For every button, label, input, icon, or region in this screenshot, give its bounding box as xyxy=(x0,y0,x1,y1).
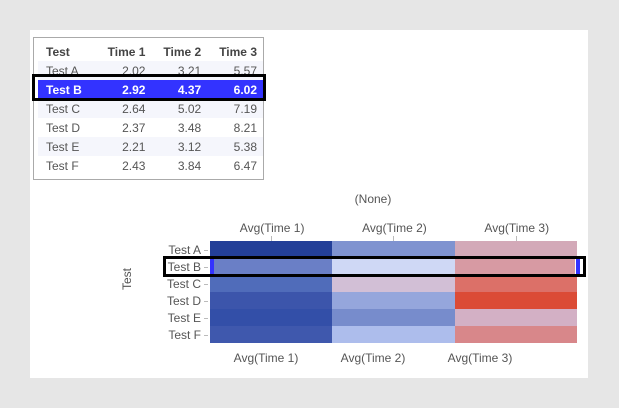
test-cell: Test C xyxy=(38,99,96,118)
value-cell: 4.37 xyxy=(151,80,208,99)
column-label-top: Avg(Time 3) xyxy=(484,221,550,235)
test-cell: Test B xyxy=(38,80,96,99)
value-cell: 2.92 xyxy=(95,80,152,99)
heatmap-cell[interactable] xyxy=(332,275,456,292)
table-row[interactable]: Test B 2.92 4.37 6.02 xyxy=(38,80,263,99)
heatmap-cell[interactable] xyxy=(210,326,333,343)
value-cell: 2.64 xyxy=(95,99,152,118)
heatmap-cell[interactable] xyxy=(454,292,578,309)
table-row[interactable]: Test D 2.37 3.48 8.21 xyxy=(38,118,263,137)
value-cell: 5.02 xyxy=(151,99,208,118)
value-cell: 5.38 xyxy=(207,137,263,156)
heatmap-cell[interactable] xyxy=(454,241,578,258)
heatmap-cell[interactable] xyxy=(332,326,456,343)
table-row[interactable]: Test C 2.64 5.02 7.19 xyxy=(38,99,263,118)
heatmap-cell[interactable] xyxy=(454,275,578,292)
column-header[interactable]: Test xyxy=(46,44,70,59)
table-row[interactable]: Test F 2.43 3.84 6.47 xyxy=(38,156,263,175)
heatmap-cell[interactable] xyxy=(332,241,456,258)
table-row[interactable]: Test E 2.21 3.12 5.38 xyxy=(38,137,263,156)
row-label: Test C xyxy=(166,277,201,291)
heatmap-cell[interactable] xyxy=(210,241,333,258)
selection-marker xyxy=(209,259,214,274)
test-cell: Test D xyxy=(46,120,81,135)
heatmap-cell[interactable] xyxy=(332,309,456,326)
test-cell: Test F xyxy=(46,158,79,173)
selection-highlight xyxy=(32,74,266,101)
value-cell: 8.21 xyxy=(233,120,257,135)
value-cell: 3.12 xyxy=(151,137,208,156)
value-cell: 3.48 xyxy=(177,120,202,135)
value-cell: 6.02 xyxy=(207,80,263,99)
row-tick xyxy=(204,335,208,336)
column-label-bottom: Avg(Time 2) xyxy=(340,351,406,365)
row-tick xyxy=(204,301,208,302)
heatmap-cell[interactable] xyxy=(210,258,333,275)
chart-title: (None) xyxy=(354,192,392,206)
value-cell: 2.21 xyxy=(95,137,152,156)
value-cell: 7.19 xyxy=(207,99,263,118)
value-cell: 2.43 xyxy=(122,158,146,173)
column-header[interactable]: Time 2 xyxy=(163,44,202,59)
row-label: Test E xyxy=(167,311,201,325)
heatmap-row-highlight xyxy=(163,256,586,277)
heatmap-cell[interactable] xyxy=(210,292,333,309)
column-tick xyxy=(515,236,517,242)
row-label: Test F xyxy=(168,328,201,342)
column-label-top: Avg(Time 1) xyxy=(239,221,305,235)
value-cell: 2.37 xyxy=(122,120,146,135)
column-label-top: Avg(Time 2) xyxy=(362,221,427,235)
selection-marker xyxy=(575,259,580,274)
heatmap-cell[interactable] xyxy=(332,292,456,309)
row-label: Test D xyxy=(166,294,201,308)
test-cell: Test E xyxy=(38,137,96,156)
column-header[interactable]: Time 3 xyxy=(219,44,257,59)
table-header-row: Test Time 1 Time 2 Time 3 xyxy=(38,42,263,61)
row-tick xyxy=(204,284,208,285)
column-label-bottom: Avg(Time 3) xyxy=(447,351,513,365)
row-label: Test B xyxy=(167,260,201,274)
heatmap-cell[interactable] xyxy=(332,258,456,275)
heatmap-cell[interactable] xyxy=(454,326,578,343)
column-tick xyxy=(393,236,395,242)
column-header[interactable]: Time 1 xyxy=(107,44,146,59)
y-axis-label: Test xyxy=(120,267,134,291)
row-label: Test A xyxy=(168,243,201,257)
heatmap-cell[interactable] xyxy=(210,275,333,292)
heatmap-cell[interactable] xyxy=(210,309,333,326)
heatmap-cell[interactable] xyxy=(454,258,578,275)
row-tick xyxy=(204,318,208,319)
column-label-bottom: Avg(Time 1) xyxy=(233,351,299,365)
column-tick xyxy=(271,236,273,242)
value-cell: 6.47 xyxy=(233,158,257,173)
row-tick xyxy=(204,250,208,251)
data-table: Test Time 1 Time 2 Time 3 Test A 2.02 3.21… xyxy=(33,37,264,180)
value-cell: 3.84 xyxy=(177,158,202,173)
row-tick xyxy=(204,267,208,268)
heatmap-cell[interactable] xyxy=(454,309,578,326)
